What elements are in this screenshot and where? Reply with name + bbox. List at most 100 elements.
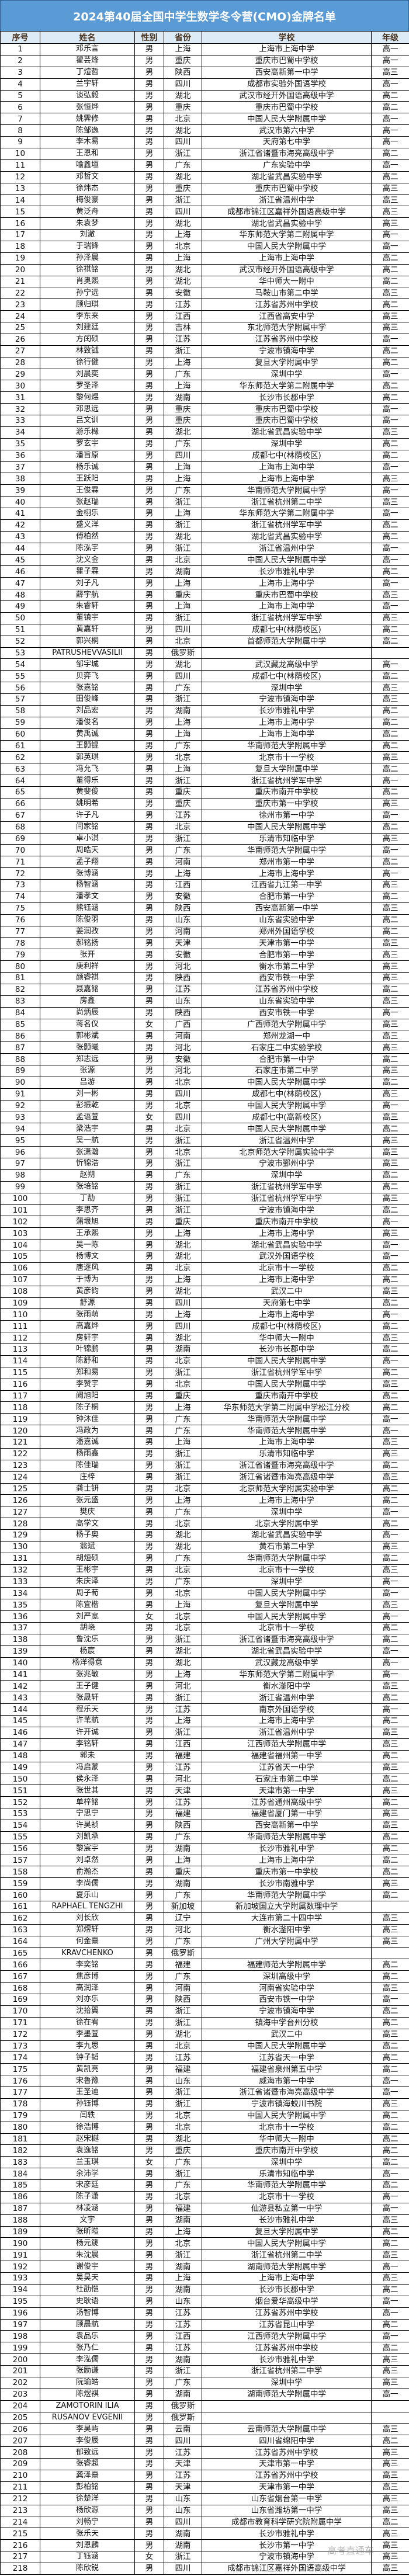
cell-grade: 高三	[371, 693, 409, 706]
cell-grade: 高二	[371, 252, 409, 265]
cell-grade: 高二	[371, 263, 409, 276]
cell-grade: 高一	[371, 159, 409, 172]
cell-province: 四川	[164, 136, 202, 148]
table-row: 54 邹宇城男湖北 武汉藏龙高级中学 高一	[0, 658, 409, 671]
cell-province: 俄罗斯	[164, 2400, 202, 2412]
cell-school: 上海市上海中学	[202, 2272, 372, 2285]
table-row: 78 郝铭扬男天津 天津市第一中学 高三	[0, 937, 409, 950]
table-row: 36 潘旨原男四川 成都七中(林荫校区) 高二	[0, 449, 409, 462]
cell-name: 翁斌	[40, 1540, 135, 1553]
cell-province: 重庆	[164, 54, 202, 67]
cell-name: 张恒烨	[40, 101, 135, 114]
cell-school: 重庆市巴蜀中学校	[202, 589, 372, 601]
cell-name: 潘俊名	[40, 716, 135, 729]
cell-school: 中国人民大学附属中学	[202, 2109, 372, 2122]
table-header-row: 序号 姓名 性别 省份 学校 年级	[0, 31, 409, 44]
table-row: 39 王俊霖男广东 华南师范大学附属中学 高一	[0, 484, 409, 497]
table-row: 184 余沛学男浙江 乐清市知临中学 高一	[0, 2168, 409, 2180]
cell-name: 闫家铭	[40, 821, 135, 834]
table-row: 50 董镇宇男浙江 浙江省杭州学军中学 高三	[0, 612, 409, 624]
cell-grade: 高三	[371, 1134, 409, 1147]
cell-province: 湖南	[164, 2353, 202, 2366]
cell-grade: 高二	[371, 740, 409, 752]
cell-index: 63	[0, 763, 40, 776]
cell-school: 郑州龙湖一中	[202, 1030, 372, 1043]
cell-grade: 高二	[371, 1459, 409, 1472]
cell-school: 宁波市镇海中学	[202, 2005, 372, 2018]
cell-school: 天津市第一中学	[202, 937, 372, 950]
cell-school: 深圳中学	[202, 438, 372, 450]
cell-province: 上海	[164, 1436, 202, 1449]
cell-province: 北京	[164, 2121, 202, 2134]
cell-province: 江苏	[164, 1761, 202, 1774]
cell-province: 北京	[164, 1123, 202, 1136]
cell-index: 175	[0, 2063, 40, 2076]
cell-grade: 高三	[371, 2098, 409, 2110]
cell-grade: 高三	[371, 1018, 409, 1031]
cell-grade: 高一	[371, 542, 409, 555]
cell-gender: 男	[134, 1842, 164, 1855]
cell-grade: 高一	[371, 1239, 409, 1251]
cell-index: 147	[0, 1738, 40, 1751]
cell-gender: 男	[134, 147, 164, 160]
cell-index: 2	[0, 54, 40, 67]
table-row: 137 胡峣男北京 北京市十一学校 高二	[0, 1622, 409, 1634]
cell-name: 李俊辰	[40, 2435, 135, 2447]
cell-grade: 高一	[371, 1006, 409, 1019]
cell-province: 重庆	[164, 2144, 202, 2157]
cell-gender: 男	[134, 1413, 164, 1426]
table-row: 29 刘晨奕男广东 深圳中学 高一	[0, 368, 409, 381]
cell-grade: 高二	[371, 1297, 409, 1310]
cell-grade: 高三	[371, 2528, 409, 2540]
table-row: 162 刘长欣男辽宁 大连市第二十四中学 高三	[0, 1912, 409, 1925]
cell-grade: 高三	[371, 1227, 409, 1240]
cell-province: 浙江	[164, 345, 202, 357]
cell-school: 湖南师范大学附属中学	[202, 2388, 372, 2401]
cell-gender: 男	[134, 2190, 164, 2203]
cell-grade: 高一	[371, 2330, 409, 2343]
cell-grade: 高二	[371, 519, 409, 532]
table-row: 92 彭振乾男北京 中国人民大学附属中学 高一	[0, 1099, 409, 1112]
cell-grade: 高三	[371, 1761, 409, 1774]
cell-school: 东北师范大学附属中学	[202, 322, 372, 334]
cell-school: 复旦大学附属中学	[202, 763, 372, 776]
cell-school: 天府第七中学	[202, 136, 372, 148]
cell-grade: 高二	[371, 530, 409, 543]
cell-province: 湖北	[164, 263, 202, 276]
cell-gender: 男	[134, 1831, 164, 1844]
cell-index: 14	[0, 194, 40, 207]
table-row: 65 黄斐俊男重庆 重庆市南开中学校 高二	[0, 786, 409, 799]
cell-gender: 男	[134, 78, 164, 91]
table-row: 115 郑和易男浙江 浙江省杭州学军中学 高二	[0, 1366, 409, 1379]
cell-name: 单梓铭	[40, 1796, 135, 1808]
cell-school: 黄石市第二中学	[202, 1540, 372, 1553]
cell-school: 长沙市长郡中学	[202, 1343, 372, 1356]
cell-province: 河南	[164, 925, 202, 938]
cell-grade: 高三	[371, 589, 409, 601]
cell-school: 江西师范大学附属中学	[202, 1738, 372, 1751]
cell-name: 黎何煜	[40, 391, 135, 404]
cell-index: 160	[0, 1889, 40, 1901]
cell-gender: 男	[134, 2295, 164, 2308]
cell-gender: 男	[134, 345, 164, 357]
cell-name: 薛宇航	[40, 589, 135, 601]
cell-gender: 男	[134, 589, 164, 601]
cell-province: 上海	[164, 508, 202, 520]
cell-province: 湖南	[164, 1842, 202, 1855]
cell-province: 浙江	[164, 612, 202, 624]
table-row: 37 杨乐诚男上海 上海市上海中学 高一	[0, 461, 409, 474]
table-row: 139 杨宸男湖北 湖北省武昌实验中学 高一	[0, 1645, 409, 1658]
cell-grade: 高二	[371, 1076, 409, 1089]
cell-school: 长沙市雅礼中学	[202, 2353, 372, 2366]
cell-school: 天津市第一中学	[202, 1785, 372, 1797]
table-row: 1 邓乐言男上海 上海市上海中学 高一	[0, 43, 409, 55]
cell-gender: 女	[134, 1610, 164, 1623]
cell-name: 李昊屿	[40, 2423, 135, 2436]
cell-grade: 高二	[371, 438, 409, 450]
cell-name: 朱庆泽	[40, 1575, 135, 1588]
cell-name: 胡烜硕	[40, 1552, 135, 1565]
cell-index: 112	[0, 1332, 40, 1344]
cell-name: 袁品乐	[40, 2330, 135, 2343]
table-row: 23 顾归琪男江苏 江苏省苏州中学校 高二	[0, 298, 409, 311]
cell-province: 广东	[164, 1169, 202, 1182]
